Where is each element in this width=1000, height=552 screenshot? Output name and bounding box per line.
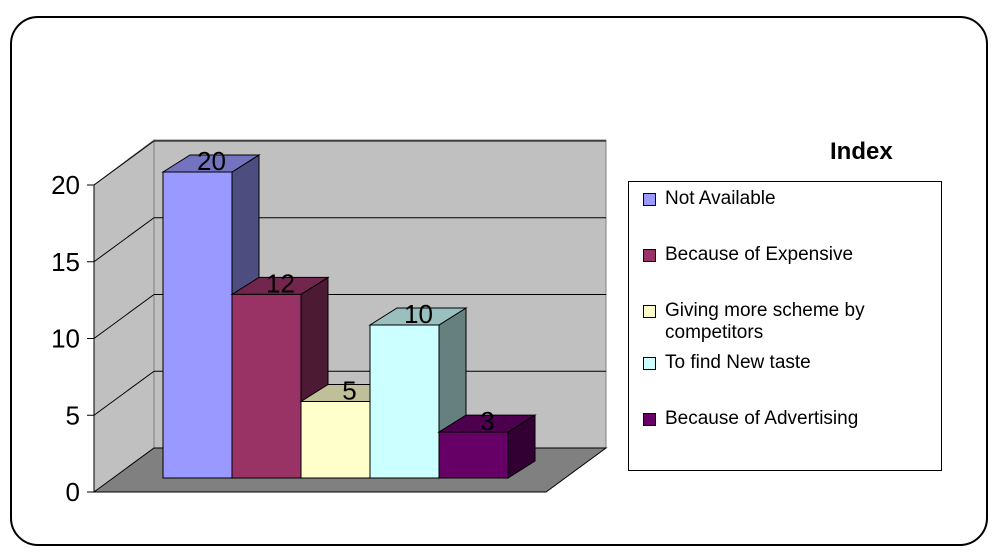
- legend-swatch: [643, 413, 656, 426]
- legend-label: Because of Advertising: [665, 408, 859, 429]
- legend-title: Index: [830, 138, 893, 165]
- legend-swatch: [643, 357, 656, 370]
- data-label: 5: [342, 376, 356, 406]
- gridline: [93, 294, 155, 339]
- bar: [369, 324, 440, 479]
- legend-swatch: [643, 249, 656, 262]
- legend-label: Not Available: [665, 188, 776, 209]
- bar: [300, 401, 371, 479]
- y-tick-label: 15: [51, 247, 80, 277]
- legend: Not Available Because of Expensive Giving …: [628, 181, 942, 471]
- bar: [438, 431, 509, 479]
- gridline: [93, 217, 155, 263]
- y-tick-label: 5: [66, 400, 80, 430]
- y-tick-label: 10: [51, 324, 80, 354]
- data-label: 12: [266, 268, 295, 298]
- gridline: [93, 370, 155, 416]
- bar: [231, 293, 302, 479]
- legend-swatch: [643, 193, 656, 206]
- bar: [162, 171, 233, 479]
- y-tick-label: 20: [51, 170, 80, 200]
- legend-swatch: [643, 305, 656, 318]
- gridline: [93, 140, 155, 186]
- legend-label: To find New taste: [665, 352, 811, 373]
- data-label: 10: [404, 299, 433, 329]
- data-label: 20: [197, 146, 226, 176]
- data-label: 3: [480, 406, 494, 436]
- legend-label: Because of Expensive: [665, 244, 854, 265]
- y-tick-label: 0: [66, 477, 80, 507]
- legend-label: Giving more scheme by competitors: [665, 300, 865, 343]
